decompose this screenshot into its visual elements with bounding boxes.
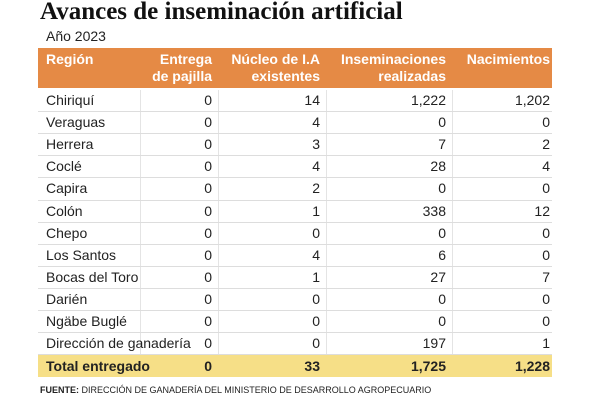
row-separator [38,111,552,113]
cell-value: 27 [430,268,446,285]
row-separator [38,332,552,334]
total-value: 1,228 [514,358,550,374]
row-separator [38,155,552,157]
total-background [38,355,552,377]
cell-value: 0 [204,335,212,352]
row-label: Capira [46,180,88,197]
cell-value: 0 [312,335,320,352]
column-header: Entrega [159,51,212,67]
cell-value: 0 [204,114,212,131]
cell-value: 28 [430,158,446,175]
cell-value: 3 [312,136,320,153]
column-header: existentes [251,68,320,84]
cell-value: 0 [542,114,550,131]
footer: FUENTE: DIRECCIÓN DE GANADERÍA DEL MINIS… [40,385,431,395]
cell-value: 0 [204,246,212,263]
cell-value: 0 [438,224,446,241]
cell-value: 0 [542,224,550,241]
row-separator [38,199,552,201]
column-header: Nacimientos [466,51,550,67]
row-separator [38,177,552,179]
row-label: Los Santos [46,246,117,263]
cell-value: 6 [438,246,446,263]
row-label: Dirección de ganadería [46,335,191,352]
cell-value: 0 [438,313,446,329]
cell-value: 0 [204,202,212,219]
row-label: Colón [46,202,83,219]
total-label: Total entregado [46,358,150,374]
column-header: de pajilla [152,68,212,84]
row-separator [38,354,552,356]
cell-value: 197 [422,335,446,352]
row-separator [38,310,552,311]
column-header: realizadas [378,68,446,84]
cell-value: 0 [204,136,212,153]
column-header: Núcleo de I.A [231,51,320,67]
title: Avances de inseminación artificial [40,0,403,25]
row-label: Darién [46,290,88,307]
row-label: Herrera [46,136,94,153]
cell-value: 0 [542,290,550,307]
cell-value: 4 [542,158,550,175]
cell-value: 0 [204,313,212,329]
cell-value: 338 [422,202,446,219]
cell-value: 1,202 [514,92,550,108]
column-header: Inseminaciones [340,51,446,67]
footer-label: FUENTE: [40,385,79,395]
cell-value: 0 [542,180,550,197]
cell-value: 14 [304,92,320,108]
cell-value: 2 [542,136,550,153]
cell-value: 0 [204,290,212,307]
cell-value: 0 [438,290,446,307]
cell-value: 0 [204,268,212,285]
cell-value: 7 [542,268,550,285]
cell-value: 0 [204,224,212,241]
cell-value: 0 [312,290,320,307]
cell-value: 0 [204,180,212,197]
cell-value: 12 [534,202,550,219]
cell-value: 0 [204,92,212,108]
row-separator [38,221,552,223]
cell-value: 0 [438,114,446,131]
footer-text: DIRECCIÓN DE GANADERÍA DEL MINISTERIO DE… [81,385,432,395]
cell-value: 2 [312,180,320,197]
row-separator [38,133,552,135]
header-background [38,48,552,88]
cell-value: 0 [438,180,446,197]
column-header: Región [46,51,94,67]
cell-value: 4 [312,158,320,175]
row-separator [38,243,552,245]
row-label: Ngäbe Buglé [46,313,127,329]
row-label: Veraguas [46,114,106,131]
cell-value: 0 [204,158,212,175]
row-separator [38,287,552,289]
row-label: Coclé [46,158,82,175]
cell-value: 1 [312,268,320,285]
total-value: 1,725 [410,358,446,374]
row-label: Chepo [46,224,88,241]
cell-value: 7 [438,136,446,153]
cell-value: 1 [542,335,550,352]
row-label: Chiriquí [46,92,95,108]
row-label: Bocas del Toro [46,268,139,285]
row-separator [38,265,552,267]
cell-value: 4 [312,114,320,131]
cell-value: 0 [542,246,550,263]
total-value: 0 [204,358,212,374]
cell-value: 0 [312,224,320,241]
cell-value: 1,222 [410,92,446,108]
cell-value: 0 [542,313,550,329]
subtitle: Año 2023 [46,28,106,44]
total-value: 33 [304,358,320,374]
cell-value: 1 [312,202,320,219]
cell-value: 4 [312,246,320,263]
cell-value: 0 [312,313,320,329]
